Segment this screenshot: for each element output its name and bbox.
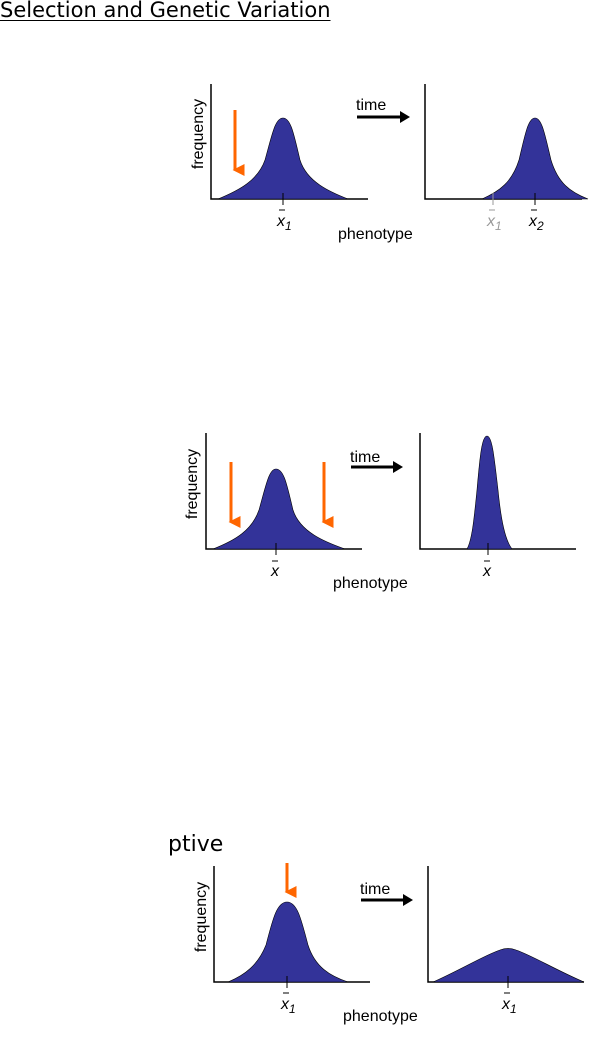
previous-mean-label: x1 (486, 213, 502, 233)
y-axis-label: frequency (193, 882, 210, 952)
time-label: time (350, 449, 380, 466)
x-axis-label: phenotype (343, 1008, 418, 1025)
time-arrow-head (393, 461, 403, 473)
after-mean-label: x2 (528, 213, 544, 233)
after-distribution-curve (432, 948, 585, 983)
after-axes (419, 433, 576, 550)
after-distribution-curve (466, 435, 513, 550)
time-arrow-head (403, 894, 413, 906)
x-axis-label: phenotype (333, 575, 408, 592)
directional-selection-diagram: frequency x1 phenotype time x1 x2 (190, 84, 589, 243)
before-mean-label: x1 (280, 996, 296, 1016)
y-axis-label: frequency (190, 99, 207, 169)
time-label: time (360, 881, 390, 898)
stabilizing-selection-diagram: frequency x phenotype time x (184, 433, 576, 592)
before-distribution-curve (217, 117, 349, 200)
after-distribution-curve (481, 117, 589, 200)
diagram-caption: ptive (168, 832, 224, 857)
before-distribution-curve (212, 468, 346, 550)
after-mean-label: x1 (501, 996, 517, 1016)
y-axis-label: frequency (184, 449, 201, 519)
x-axis-label: phenotype (338, 226, 413, 243)
time-label: time (356, 97, 386, 114)
page-title: Selection and Genetic Variation (0, 0, 331, 22)
disruptive-selection-diagram: frequency x1 phenotype time x1 (193, 863, 585, 1025)
after-mean-label: x (482, 563, 492, 580)
before-mean-label: x (270, 563, 280, 580)
time-arrow-head (400, 111, 410, 123)
before-distribution-curve (227, 901, 349, 983)
before-mean-label: x1 (276, 213, 292, 233)
